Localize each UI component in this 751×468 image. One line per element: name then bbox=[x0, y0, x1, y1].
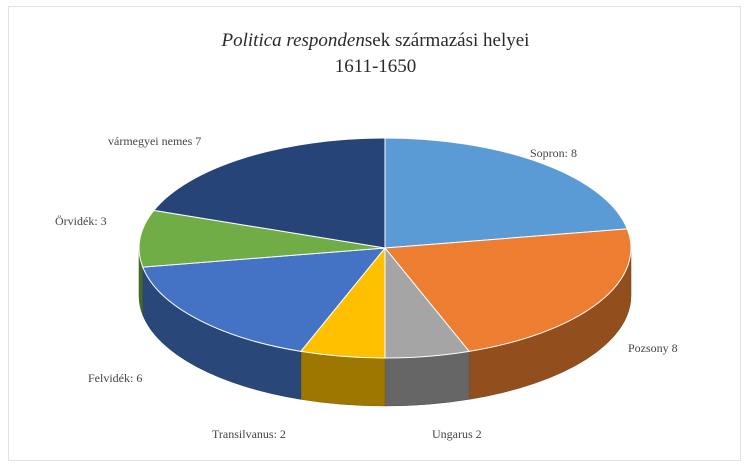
pie-slice-side bbox=[300, 351, 386, 407]
pie-slice bbox=[384, 228, 632, 352]
slice-label: vármegyei nemes 7 bbox=[108, 134, 201, 148]
slice-label: Transilvanus: 2 bbox=[212, 427, 286, 441]
slice-label: Felvidék: 6 bbox=[88, 371, 142, 385]
pie-slice bbox=[152, 137, 386, 249]
slice-label: Ungarus 2 bbox=[432, 427, 482, 441]
slice-labels: Sopron: 8 Pozsony 8 Ungarus 2 Transilvanus:… bbox=[55, 134, 678, 441]
pie-slice-side bbox=[384, 351, 470, 407]
title-italic: Politica responden bbox=[221, 30, 365, 51]
chart-subtitle: 1611-1650 bbox=[334, 56, 417, 77]
pie-slice bbox=[142, 247, 387, 352]
slice-label: Sopron: 8 bbox=[530, 146, 577, 160]
pie-tops bbox=[138, 137, 632, 359]
slice-label: Pozsony 8 bbox=[628, 341, 678, 355]
chart-title: Politica respondensek származási helyei … bbox=[0, 28, 751, 80]
pie-slice bbox=[384, 137, 628, 249]
pie-slice bbox=[138, 209, 386, 268]
title-rest: sek származási helyei bbox=[364, 30, 530, 51]
slice-label: Örvidék: 3 bbox=[55, 214, 107, 228]
